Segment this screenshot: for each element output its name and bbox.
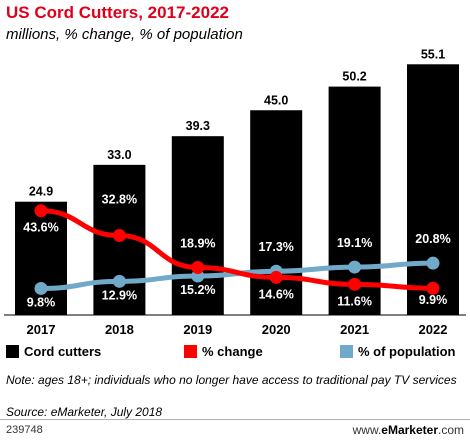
bar-2021 (328, 86, 381, 315)
chart-subtitle: millions, % change, % of population (6, 26, 243, 43)
chart-source: Source: eMarketer, July 2018 (6, 405, 163, 419)
bar-value-label-2020: 45.0 (264, 93, 288, 107)
data-label-change-2018: 32.8% (102, 193, 137, 207)
bar-2020 (250, 110, 303, 315)
data-label-of-population-2021: 19.1% (337, 236, 372, 250)
chart-note: Note: ages 18+; individuals who no longe… (6, 373, 457, 387)
bar-value-label-2017: 24.9 (29, 185, 53, 199)
data-label-change-2021: 11.6% (337, 294, 372, 308)
brand-prefix: www. (352, 423, 382, 437)
legend-item-pct-change: % change (184, 344, 263, 359)
bar-value-label-2019: 39.3 (186, 119, 210, 133)
point-change-2018 (112, 229, 126, 243)
legend-item-pct-population: % of population (340, 344, 455, 359)
legend-swatch-pct-population (340, 345, 353, 358)
legend-label-cord-cutters: Cord cutters (24, 344, 102, 359)
brand-suffix: .com (437, 423, 464, 437)
legend-swatch-cord-cutters (6, 345, 19, 358)
data-label-of-population-2020: 17.3% (258, 240, 293, 254)
bar-2019 (171, 136, 224, 315)
footer-divider (0, 419, 470, 420)
data-label-change-2019: 18.9% (180, 237, 215, 251)
line-change (38, 208, 436, 291)
brand-name: eMarketer (381, 423, 438, 437)
point-of-population-2021 (348, 260, 362, 274)
bar-value-label-2018: 33.0 (107, 148, 131, 162)
legend-item-cord-cutters: Cord cutters (6, 344, 101, 359)
x-tick-label-2018: 2018 (105, 322, 134, 337)
bar-value-label-2022: 55.1 (421, 47, 445, 61)
point-of-population-2018 (112, 274, 126, 288)
chart-title: US Cord Cutters, 2017-2022 (6, 3, 229, 22)
point-change-2020 (269, 270, 283, 284)
data-label-of-population-2019: 15.2% (180, 283, 215, 297)
bar-2017 (15, 201, 67, 315)
x-tick-label-2020: 2020 (262, 322, 291, 337)
point-change-2022 (426, 281, 440, 295)
brand-link[interactable]: www.eMarketer.com (353, 423, 464, 437)
x-tick-label-2017: 2017 (27, 322, 56, 337)
data-label-change-2017: 43.6% (23, 221, 58, 235)
point-change-2017 (34, 204, 48, 218)
chart-legend: Cord cutters % change % of population (6, 344, 468, 362)
legend-label-pct-change: % change (202, 344, 263, 359)
bar-value-label-2021: 50.2 (342, 70, 366, 84)
x-tick-label-2019: 2019 (183, 322, 212, 337)
chart-id: 239748 (6, 424, 43, 436)
point-of-population-2017 (34, 281, 48, 295)
x-tick-label-2021: 2021 (340, 322, 369, 337)
x-tick-label-2022: 2022 (419, 322, 448, 337)
point-change-2021 (348, 277, 362, 291)
point-of-population-2022 (426, 256, 440, 270)
data-label-of-population-2017: 9.8% (27, 295, 56, 309)
legend-label-pct-population: % of population (358, 344, 456, 359)
data-label-change-2022: 9.9% (419, 293, 448, 307)
data-label-of-population-2018: 12.9% (102, 288, 137, 302)
chart-canvas: 24.9 33.0 39.3 45.0 50.2 55.1 43.6% 32.8% 18.9% 1… (4, 47, 466, 337)
bar-2022 (407, 64, 459, 315)
data-label-change-2020: 14.6% (258, 287, 293, 301)
legend-swatch-pct-change (184, 345, 197, 358)
data-label-of-population-2022: 20.8% (415, 232, 450, 246)
point-change-2019 (191, 261, 205, 275)
